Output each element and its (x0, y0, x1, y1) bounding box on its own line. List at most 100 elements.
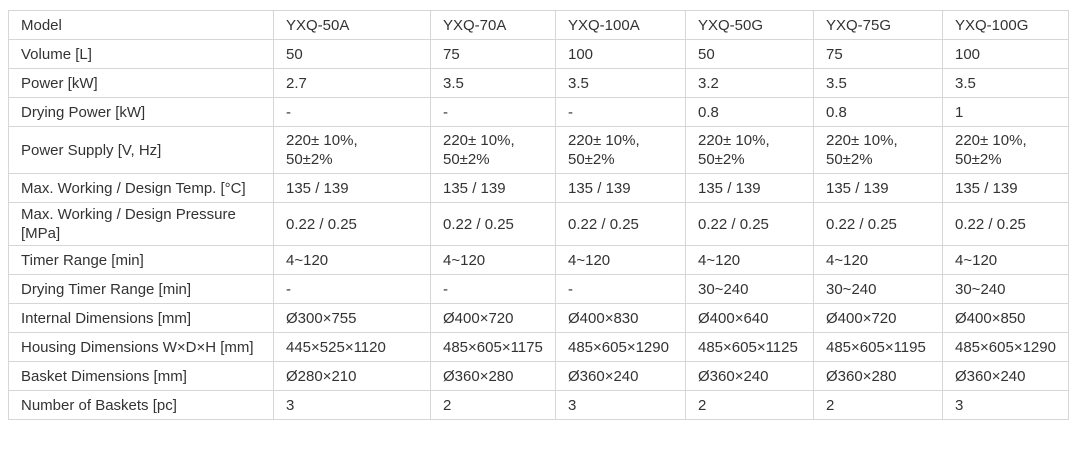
value-cell: 485×605×1125 (685, 332, 814, 362)
value-cell: 3.5 (555, 68, 686, 98)
value-cell: 3 (555, 390, 686, 420)
value-cell: Ø400×640 (685, 303, 814, 333)
value-cell: 0.22 / 0.25 (813, 202, 943, 246)
value-cell: 3.5 (813, 68, 943, 98)
value-cell: 1 (942, 97, 1069, 127)
table-row: Housing Dimensions W×D×H [mm] 445×525×112… (8, 332, 1069, 362)
value-cell: 3.5 (430, 68, 556, 98)
row-label-cell: Power [kW] (8, 68, 274, 98)
value-cell: 0.22 / 0.25 (273, 202, 431, 246)
value-cell: 4~120 (430, 245, 556, 275)
header-cell-yxq-100a: YXQ-100A (555, 10, 686, 40)
value-cell: 2 (430, 390, 556, 420)
value-cell: 0.22 / 0.25 (430, 202, 556, 246)
value-cell: 4~120 (555, 245, 686, 275)
table-row: Power Supply [V, Hz] 220± 10%, 50±2% 220± … (8, 126, 1069, 174)
value-cell: 220± 10%, 50±2% (430, 126, 556, 174)
table-row: Power [kW] 2.7 3.5 3.5 3.2 3.5 3.5 (8, 68, 1069, 98)
value-cell: 485×605×1290 (555, 332, 686, 362)
value-cell: Ø400×830 (555, 303, 686, 333)
value-cell: 135 / 139 (942, 173, 1069, 203)
value-cell: 3 (273, 390, 431, 420)
value-cell: 75 (430, 39, 556, 69)
header-cell-model: Model (8, 10, 274, 40)
header-cell-yxq-50a: YXQ-50A (273, 10, 431, 40)
value-cell: 485×605×1175 (430, 332, 556, 362)
table-row: Max. Working / Design Temp. [°C] 135 / 13… (8, 173, 1069, 203)
value-cell: 50 (685, 39, 814, 69)
value-cell: Ø400×850 (942, 303, 1069, 333)
header-row: Model YXQ-50A YXQ-70A YXQ-100A YXQ-50G YXQ-75… (8, 10, 1069, 40)
value-cell: 220± 10%, 50±2% (813, 126, 943, 174)
row-label-cell: Number of Baskets [pc] (8, 390, 274, 420)
table-row: Drying Timer Range [min] - - -30~240 30~240 3… (8, 274, 1069, 304)
value-cell: 135 / 139 (273, 173, 431, 203)
value-cell: 220± 10%, 50±2% (942, 126, 1069, 174)
value-cell: 4~120 (813, 245, 943, 275)
value-cell: 3.2 (685, 68, 814, 98)
row-label-cell: Power Supply [V, Hz] (8, 126, 274, 174)
header-cell-yxq-70a: YXQ-70A (430, 10, 556, 40)
row-label-cell: Housing Dimensions W×D×H [mm] (8, 332, 274, 362)
value-cell: 0.22 / 0.25 (685, 202, 814, 246)
value-cell: 2 (813, 390, 943, 420)
header-cell-yxq-75g: YXQ-75G (813, 10, 943, 40)
value-cell: Ø400×720 (430, 303, 556, 333)
value-cell: 0.8 (813, 97, 943, 127)
row-label-cell: Drying Power [kW] (8, 97, 274, 127)
table-row: Timer Range [min] 4~120 4~120 4~120 4~120 4~1… (8, 245, 1069, 275)
value-cell: - (273, 97, 431, 127)
value-cell: - (430, 274, 556, 304)
value-cell: 4~120 (273, 245, 431, 275)
value-cell: 135 / 139 (685, 173, 814, 203)
value-cell: 0.22 / 0.25 (555, 202, 686, 246)
value-cell: 135 / 139 (555, 173, 686, 203)
value-cell: 50 (273, 39, 431, 69)
value-cell: 3.5 (942, 68, 1069, 98)
table-row: Volume [L] 50 75 100 50 75 100 (8, 39, 1069, 69)
value-cell: 100 (555, 39, 686, 69)
table-row: Max. Working / Design Pressure [MPa] 0.22… (8, 202, 1069, 246)
value-cell: - (555, 274, 686, 304)
value-cell: 100 (942, 39, 1069, 69)
value-cell: 220± 10%, 50±2% (555, 126, 686, 174)
row-label-cell: Max. Working / Design Temp. [°C] (8, 173, 274, 203)
row-label-cell: Max. Working / Design Pressure [MPa] (8, 202, 274, 246)
value-cell: 485×605×1290 (942, 332, 1069, 362)
value-cell: Ø400×720 (813, 303, 943, 333)
value-cell: Ø360×240 (942, 361, 1069, 391)
table-row: Basket Dimensions [mm] Ø280×210 Ø360×280 Ø3… (8, 361, 1069, 391)
value-cell: 75 (813, 39, 943, 69)
table-row: Drying Power [kW] - - -0.8 0.8 1 (8, 97, 1069, 127)
value-cell: Ø360×280 (430, 361, 556, 391)
value-cell: Ø360×240 (555, 361, 686, 391)
value-cell: 4~120 (942, 245, 1069, 275)
value-cell: 0.22 / 0.25 (942, 202, 1069, 246)
value-cell: 0.8 (685, 97, 814, 127)
row-label-cell: Volume [L] (8, 39, 274, 69)
value-cell: 445×525×1120 (273, 332, 431, 362)
value-cell: 30~240 (942, 274, 1069, 304)
value-cell: 2.7 (273, 68, 431, 98)
row-label-cell: Drying Timer Range [min] (8, 274, 274, 304)
spec-table-body: Volume [L] 50 75 100 50 75 100 Power [kW] 2.7 3.5… (8, 39, 1069, 420)
value-cell: 485×605×1195 (813, 332, 943, 362)
header-cell-yxq-100g: YXQ-100G (942, 10, 1069, 40)
value-cell: 135 / 139 (430, 173, 556, 203)
value-cell: 3 (942, 390, 1069, 420)
row-label-cell: Timer Range [min] (8, 245, 274, 275)
header-cell-yxq-50g: YXQ-50G (685, 10, 814, 40)
value-cell: - (430, 97, 556, 127)
row-label-cell: Internal Dimensions [mm] (8, 303, 274, 333)
value-cell: 2 (685, 390, 814, 420)
row-label-cell: Basket Dimensions [mm] (8, 361, 274, 391)
value-cell: 220± 10%, 50±2% (273, 126, 431, 174)
value-cell: 30~240 (685, 274, 814, 304)
table-row: Number of Baskets [pc] 3 2 3 2 2 3 (8, 390, 1069, 420)
value-cell: Ø360×240 (685, 361, 814, 391)
value-cell: Ø280×210 (273, 361, 431, 391)
value-cell: Ø360×280 (813, 361, 943, 391)
value-cell: 30~240 (813, 274, 943, 304)
table-row: Internal Dimensions [mm] Ø300×755 Ø400×720… (8, 303, 1069, 333)
